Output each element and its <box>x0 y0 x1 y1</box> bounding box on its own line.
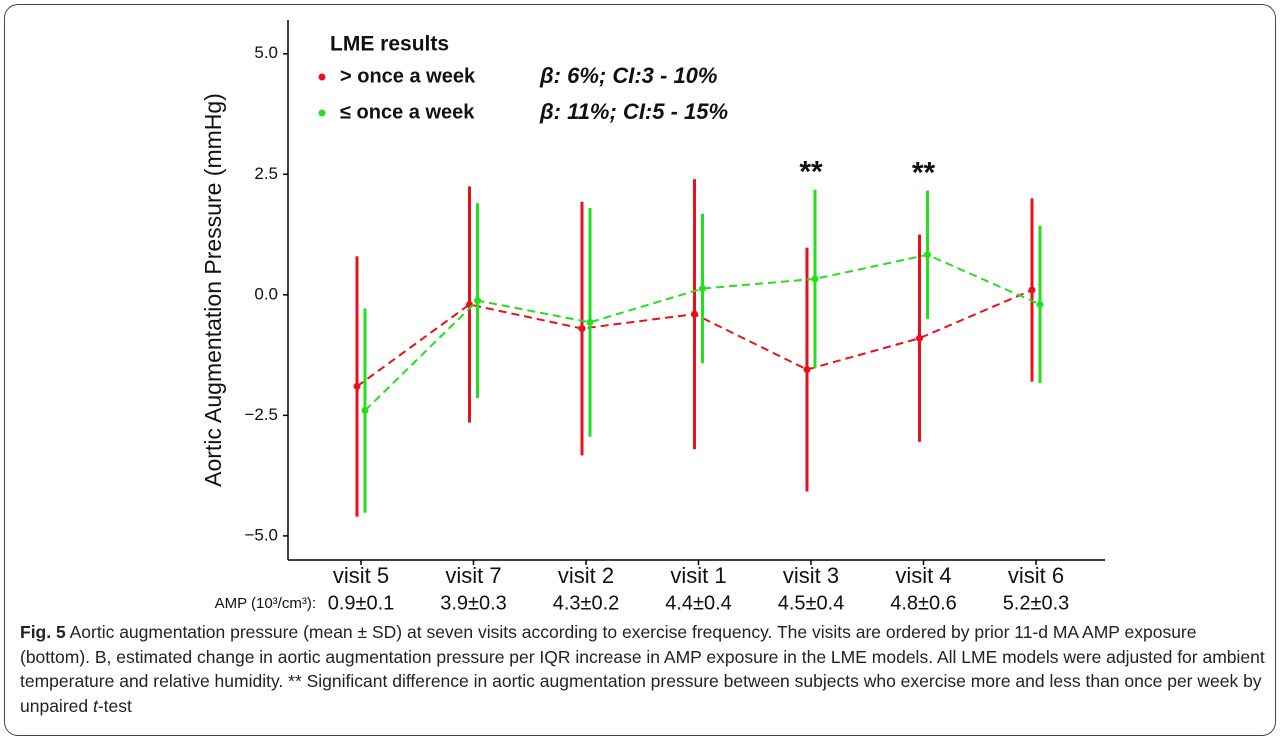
point <box>474 297 481 305</box>
y-tick-label: 5.0 <box>254 43 278 62</box>
point <box>691 310 698 318</box>
caption: Fig. 5 Aortic augmentation pressure (mea… <box>20 620 1270 718</box>
y-axis-label: Aortic Augmentation Pressure (mmHg) <box>200 93 226 487</box>
point <box>353 382 361 390</box>
caption-italic: t <box>92 695 98 716</box>
point <box>916 334 923 342</box>
x-tick-label: visit 4 <box>895 563 951 588</box>
legend-label: > once a week <box>340 65 476 87</box>
y-tick-label: −5.0 <box>244 525 278 544</box>
point <box>699 285 706 293</box>
x-sublabel: 4.8±0.6 <box>890 592 957 614</box>
x-sublabel: 4.3±0.2 <box>553 592 620 614</box>
caption-label: Fig. 5 <box>20 622 66 642</box>
x-tick-label: visit 1 <box>670 563 726 588</box>
legend-title: LME results <box>330 33 449 56</box>
chart: Aortic Augmentation Pressure (mmHg) LME … <box>200 20 1105 614</box>
x-sublabel: 5.2±0.3 <box>1003 592 1070 614</box>
x-tick-label: visit 3 <box>783 563 839 588</box>
x-sublabel: 0.9±0.1 <box>328 592 395 614</box>
sublabel-title: AMP (10³/cm³): <box>215 595 316 612</box>
x-sublabel: 4.4±0.4 <box>665 592 732 614</box>
frame <box>4 4 1276 736</box>
y-tick-label: 2.5 <box>254 164 278 183</box>
legend-marker <box>318 73 326 81</box>
legend-note: β: 11%; CI:5 - 15% <box>539 99 728 124</box>
caption-tail: -test <box>97 695 132 716</box>
point <box>578 325 586 333</box>
caption-text: Aortic augmentation pressure (mean ± SD)… <box>20 622 1265 716</box>
point <box>803 366 811 374</box>
x-tick-label: visit 6 <box>1008 563 1064 588</box>
annotation: ** <box>799 156 823 189</box>
x-tick-label: visit 2 <box>558 563 614 588</box>
point <box>586 318 594 326</box>
point <box>1036 300 1044 308</box>
legend-label: ≤ once a week <box>340 101 475 123</box>
y-tick-label: −2.5 <box>244 405 278 424</box>
point <box>361 407 369 415</box>
point <box>924 251 931 259</box>
x-sublabel: 4.5±0.4 <box>778 592 845 614</box>
point <box>811 275 819 283</box>
x-tick-label: visit 5 <box>333 563 389 588</box>
legend-marker <box>318 109 326 117</box>
x-sublabel: 3.9±0.3 <box>440 592 507 614</box>
legend-note: β: 6%; CI:3 - 10% <box>539 63 717 88</box>
point <box>1028 286 1036 294</box>
x-tick-label: visit 7 <box>445 563 501 588</box>
annotation: ** <box>912 157 936 190</box>
y-tick-label: 0.0 <box>254 284 278 303</box>
